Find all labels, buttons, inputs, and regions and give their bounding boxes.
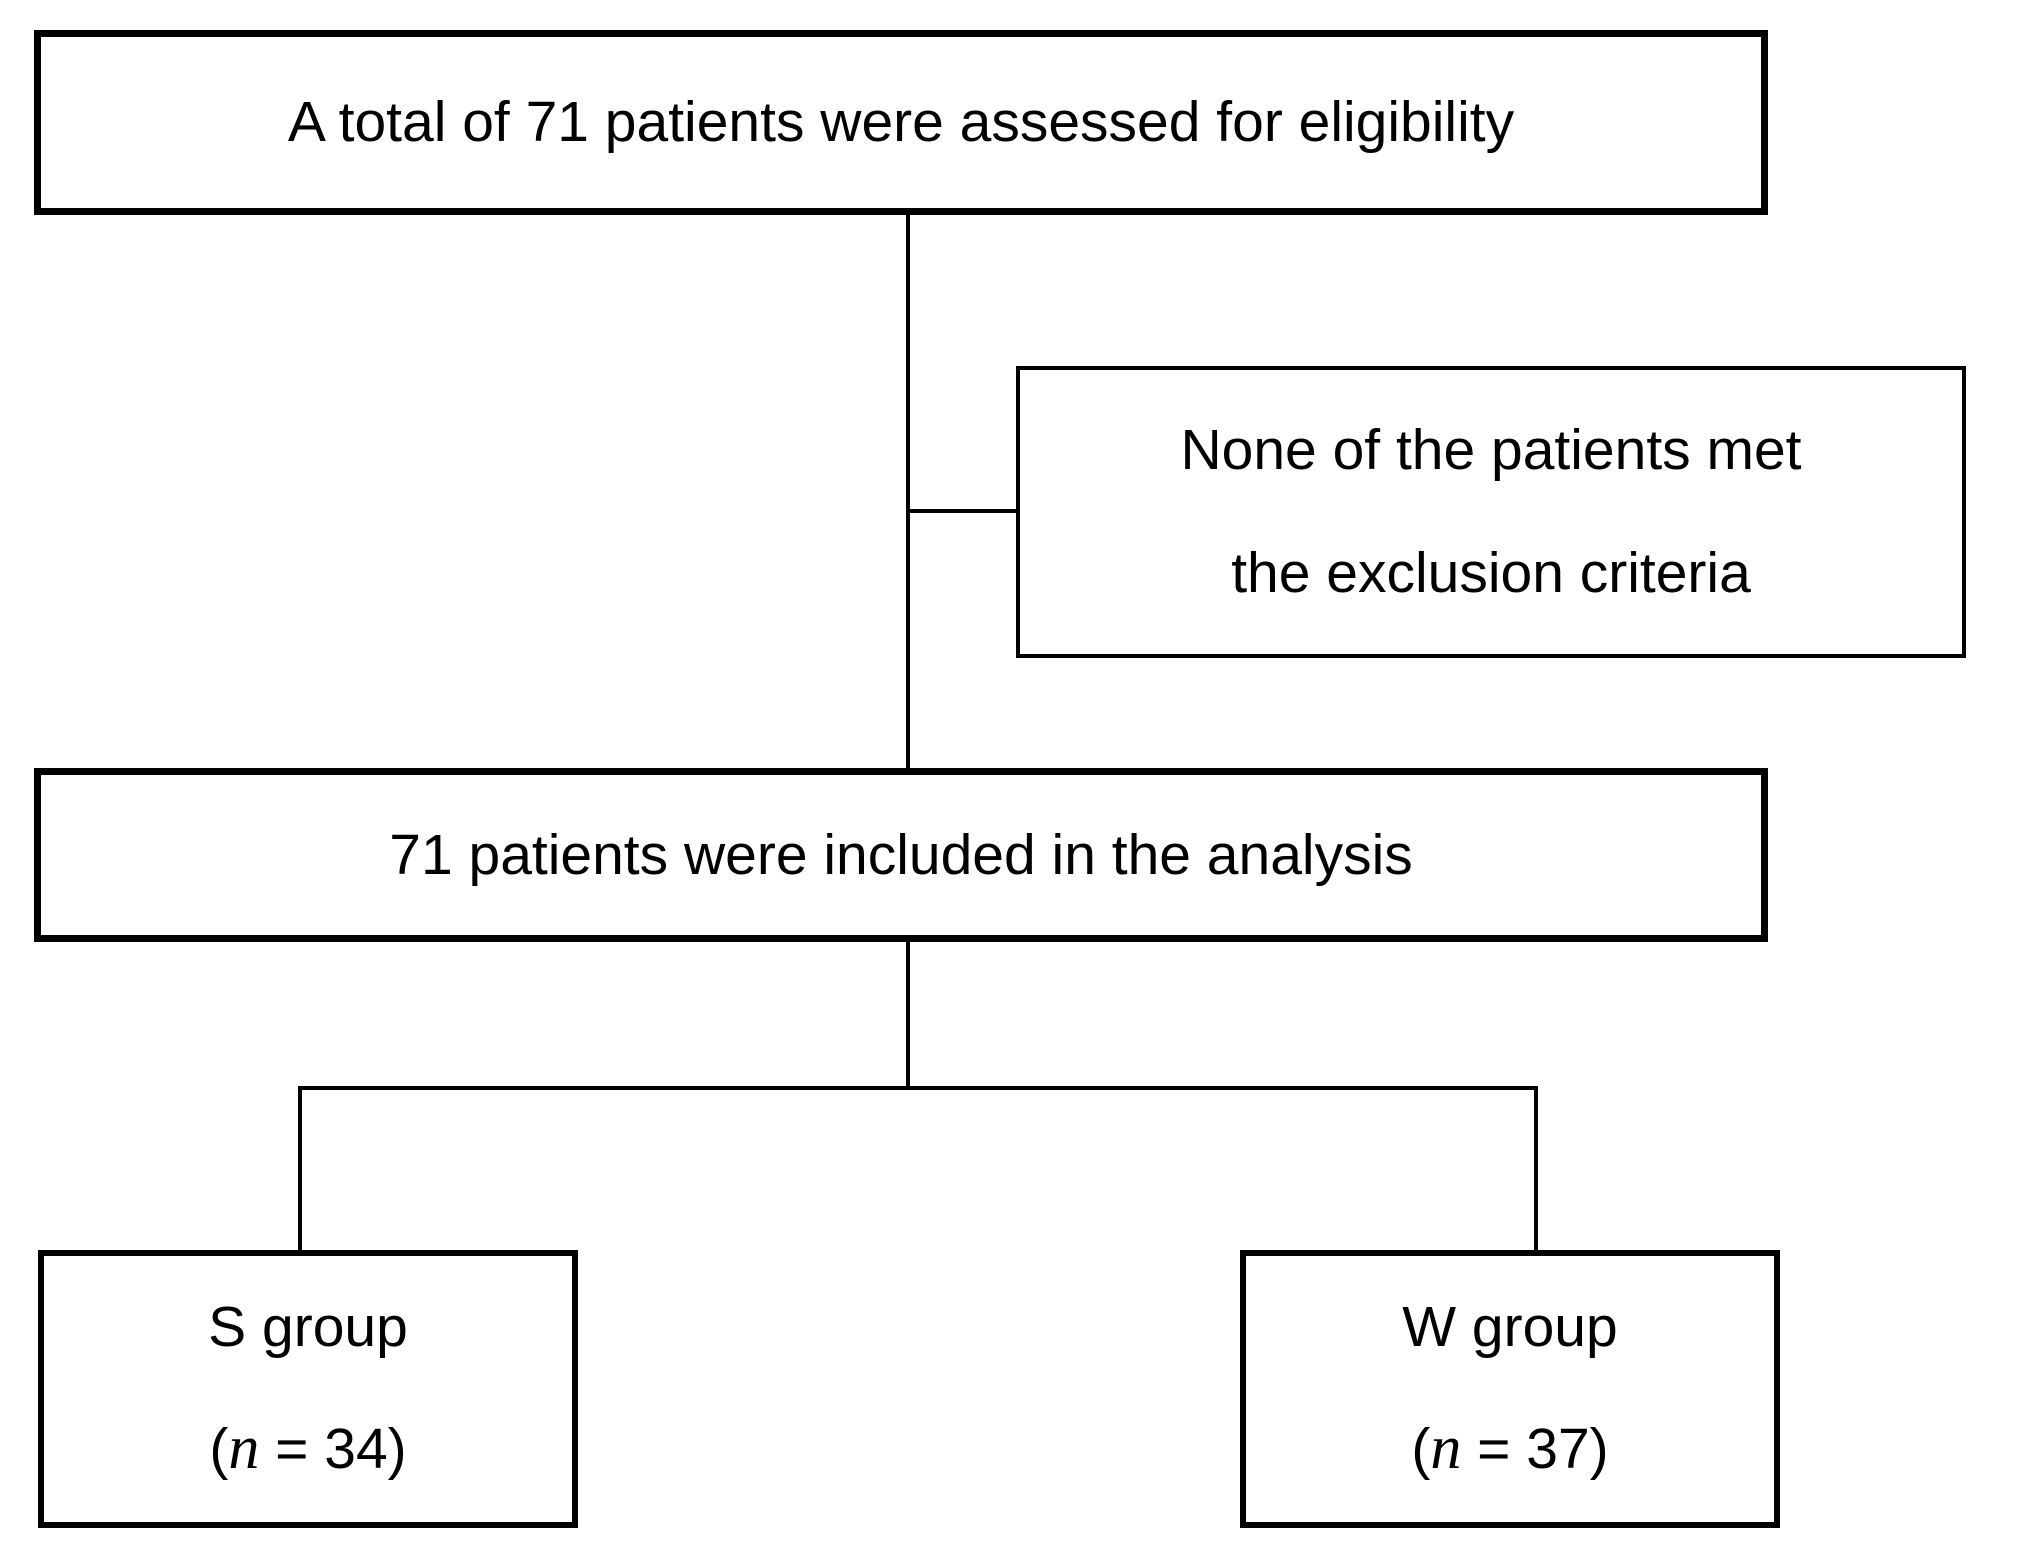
w-group-count-value: = 37) [1461,1417,1609,1482]
w-group-count: (n = 37) [1411,1414,1608,1482]
s-group-count-n-variable: n [228,1414,260,1483]
s-group-count-open-paren: ( [209,1417,229,1482]
included-analysis-box: 71 patients were included in the analysi… [34,768,1768,942]
connector-split-horizontal [298,1086,1538,1090]
s-group-count: (n = 34) [209,1414,406,1482]
s-group-box: S group (n = 34) [38,1250,578,1528]
exclusion-text-line-2: the exclusion criteria [1231,541,1751,605]
connector-top-vertical [906,215,910,768]
connector-right-vertical [1534,1086,1538,1250]
s-group-count-value: = 34) [259,1417,407,1482]
assessed-eligibility-text: A total of 71 patients were assessed for… [287,90,1515,155]
w-group-count-open-paren: ( [1411,1417,1431,1482]
included-analysis-text: 71 patients were included in the analysi… [389,822,1413,887]
w-group-title: W group [1402,1294,1618,1359]
w-group-count-n-variable: n [1430,1414,1462,1483]
exclusion-box: None of the patients met the exclusion c… [1016,366,1966,658]
exclusion-text-line-1: None of the patients met [1180,418,1802,483]
connector-exclusion-horizontal [910,509,1016,513]
connector-left-vertical [298,1086,302,1250]
w-group-box: W group (n = 37) [1240,1250,1780,1528]
s-group-title: S group [208,1294,408,1359]
connector-middle-vertical [906,942,910,1088]
assessed-eligibility-box: A total of 71 patients were assessed for… [34,30,1768,215]
